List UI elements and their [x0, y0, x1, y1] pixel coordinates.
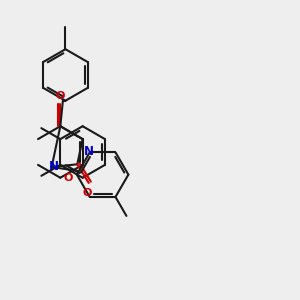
Text: N: N: [84, 145, 94, 158]
Text: N: N: [49, 160, 58, 173]
Text: O: O: [56, 92, 65, 101]
Text: O: O: [63, 173, 73, 183]
Text: O: O: [82, 188, 92, 198]
